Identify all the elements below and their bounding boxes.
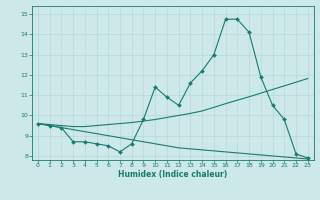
X-axis label: Humidex (Indice chaleur): Humidex (Indice chaleur): [118, 170, 228, 179]
